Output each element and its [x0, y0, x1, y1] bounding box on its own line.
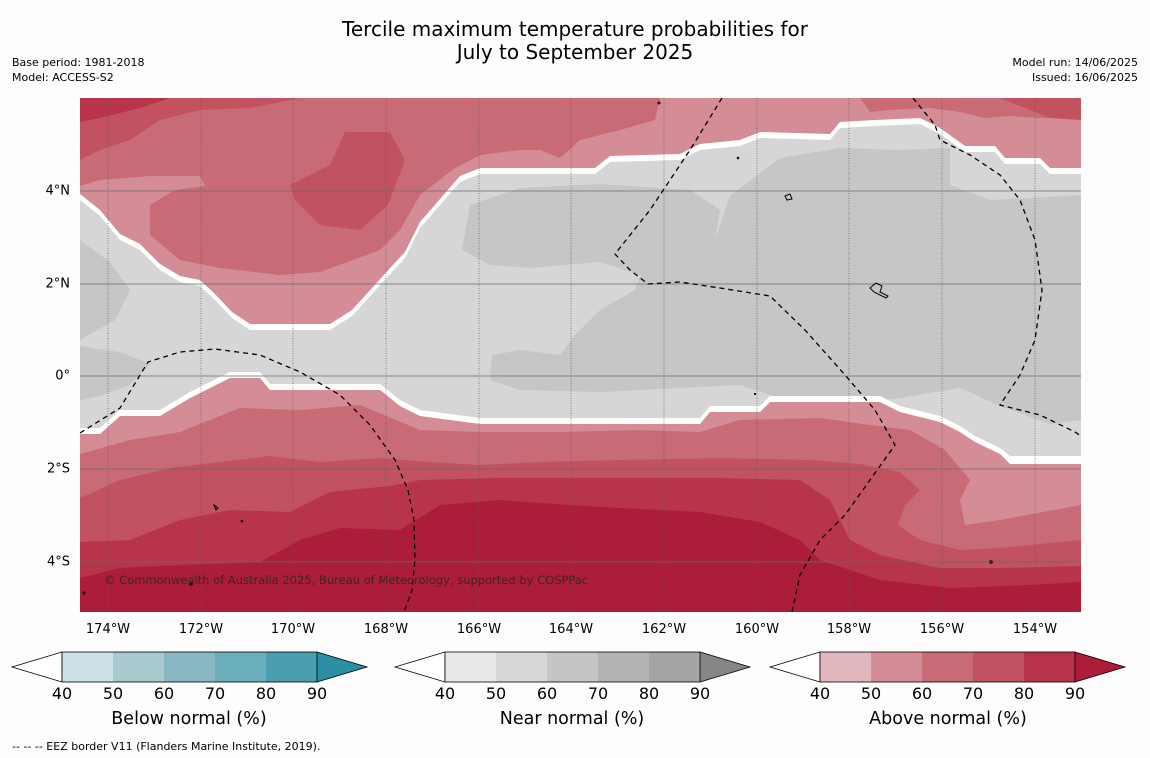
graticule — [107, 98, 1036, 612]
colorbar-near-extend-low — [393, 651, 446, 683]
near-normal-title: Near normal (%) — [499, 709, 645, 729]
colorbar-below-swatch-2 — [113, 652, 164, 682]
lon-label-166w: 166°W — [456, 622, 502, 637]
colorbar-below-swatch-3 — [164, 652, 215, 682]
colorbar-near-swatch-1 — [445, 652, 496, 682]
title-line-1: Tercile maximum temperature probabilitie… — [342, 17, 808, 41]
above-normal-north-60-70-right — [1000, 98, 1081, 120]
colorbar-near-swatch-2 — [496, 652, 547, 682]
above-tick-40: 40 — [809, 684, 831, 703]
near-tick-80: 80 — [638, 684, 660, 703]
near-normal-left-lower — [80, 346, 150, 400]
colorbar-above-swatch-4 — [973, 652, 1024, 682]
near-tick-70: 70 — [587, 684, 609, 703]
colorbar-below-swatch-1 — [62, 652, 113, 682]
colorbar-near-swatch-3 — [547, 652, 598, 682]
lon-label-154w: 154°W — [1012, 622, 1058, 637]
below-tick-50: 50 — [102, 684, 124, 703]
above-normal-north-60-70 — [290, 132, 405, 230]
lat-label-2n: 2°N — [45, 276, 71, 292]
colorbar-above-extend-low — [768, 651, 821, 683]
lon-label-168w: 168°W — [363, 622, 409, 637]
near-normal-left-patch — [80, 240, 130, 340]
meta-left: Base period: 1981-2018 Model: ACCESS-S2 — [12, 55, 144, 85]
lon-label-158w: 158°W — [826, 622, 872, 637]
above-normal-north-60-70-left — [80, 98, 300, 160]
colorbar-below-swatch-4 — [215, 652, 266, 682]
colorbar-near-extend-high — [700, 652, 750, 682]
colorbar-near-swatch-4 — [598, 652, 649, 682]
lat-label-4n: 4°N — [45, 183, 71, 199]
copyright-notice: © Commonwealth of Australia 2025, Bureau… — [104, 573, 589, 587]
islands — [82, 101, 993, 595]
colorbar-below-swatch-5 — [266, 652, 317, 682]
above-tick-70: 70 — [962, 684, 984, 703]
colorbar-below-extend-low — [10, 651, 63, 683]
below-tick-40: 40 — [51, 684, 73, 703]
above-tick-90: 90 — [1064, 684, 1086, 703]
lon-label-172w: 172°W — [178, 622, 224, 637]
colorbar-above-swatch-1 — [820, 652, 871, 682]
below-tick-70: 70 — [204, 684, 226, 703]
lat-label-2s: 2°S — [46, 461, 70, 477]
above-normal-north-70-80 — [80, 98, 170, 122]
near-tick-60: 60 — [536, 684, 558, 703]
above-tick-80: 80 — [1013, 684, 1035, 703]
above-tick-60: 60 — [911, 684, 933, 703]
title-line-2: July to September 2025 — [456, 40, 694, 64]
lat-label-0: 0° — [55, 368, 70, 384]
below-normal-colorbar — [10, 651, 369, 683]
below-tick-90: 90 — [306, 684, 328, 703]
map-title: Tercile maximum temperature probabilitie… — [0, 18, 1150, 64]
eez-borders — [80, 98, 1081, 612]
lon-label-156w: 156°W — [919, 622, 965, 637]
near-tick-90: 90 — [689, 684, 711, 703]
lon-label-174w: 174°W — [85, 622, 131, 637]
colorbar-above-extend-high — [1075, 652, 1125, 682]
above-tick-50: 50 — [860, 684, 882, 703]
issued-date: Issued: 16/06/2025 — [1031, 71, 1138, 84]
lon-label-170w: 170°W — [270, 622, 316, 637]
lon-label-160w: 160°W — [734, 622, 780, 637]
model-name: Model: ACCESS-S2 — [12, 71, 114, 84]
colorbar-above-swatch-2 — [871, 652, 922, 682]
lon-label-164w: 164°W — [548, 622, 594, 637]
near-tick-50: 50 — [485, 684, 507, 703]
colorbar-above-swatch-3 — [922, 652, 973, 682]
lon-label-162w: 162°W — [641, 622, 687, 637]
base-period: Base period: 1981-2018 — [12, 56, 145, 69]
meta-right: Model run: 14/06/2025 Issued: 16/06/2025 — [1012, 55, 1138, 85]
model-run: Model run: 14/06/2025 — [1012, 56, 1138, 69]
near-normal-colorbar — [393, 651, 752, 683]
colorbar-below-extend-high — [317, 652, 367, 682]
below-tick-60: 60 — [153, 684, 175, 703]
above-normal-title: Above normal (%) — [869, 709, 1027, 729]
colorbar-near-swatch-5 — [649, 652, 700, 682]
above-normal-south-80-90 — [80, 500, 1081, 612]
below-tick-80: 80 — [255, 684, 277, 703]
near-tick-40: 40 — [434, 684, 456, 703]
above-normal-colorbar — [768, 651, 1127, 683]
lat-label-4s: 4°S — [46, 554, 70, 570]
latitude-lines — [80, 190, 1081, 563]
eez-footnote: -- -- -- EEZ border V11 (Flanders Marine… — [12, 740, 321, 753]
below-normal-title: Below normal (%) — [111, 709, 267, 729]
colorbar-above-swatch-5 — [1024, 652, 1075, 682]
near-normal-60-70-region — [462, 148, 1081, 424]
